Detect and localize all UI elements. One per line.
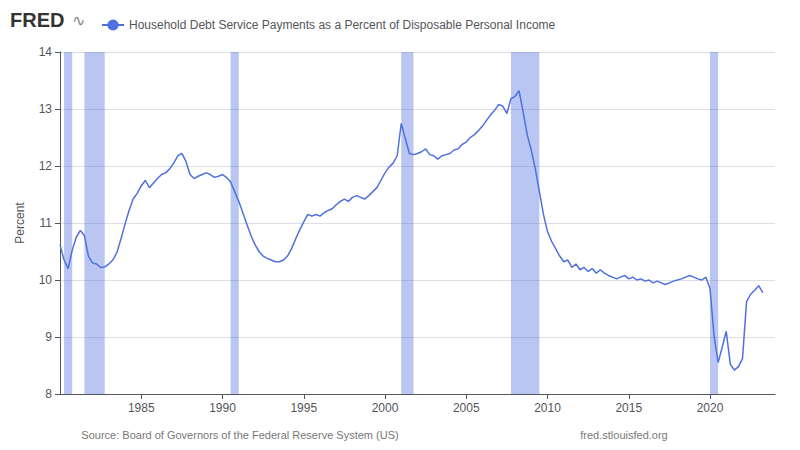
svg-text:Household Debt Service Payment: Household Debt Service Payments as a Per… [129,18,556,32]
svg-text:12: 12 [39,159,53,173]
svg-text:1995: 1995 [290,401,317,415]
svg-text:10: 10 [39,273,53,287]
svg-text:11: 11 [40,216,53,230]
svg-text:2015: 2015 [615,401,642,415]
svg-text:Percent: Percent [13,202,27,244]
svg-text:Source: Board of Governors of: Source: Board of Governors of the Federa… [81,429,398,441]
svg-text:2020: 2020 [697,401,724,415]
svg-text:2010: 2010 [534,401,561,415]
svg-text:14: 14 [39,45,53,59]
svg-text:2005: 2005 [453,401,480,415]
svg-text:9: 9 [45,330,52,344]
svg-text:8: 8 [45,387,52,401]
svg-text:fred.stlouisfed.org: fred.stlouisfed.org [580,429,667,441]
svg-text:1990: 1990 [209,401,236,415]
svg-text:∿: ∿ [72,11,85,30]
svg-text:1985: 1985 [128,401,155,415]
svg-text:FRED: FRED [10,9,64,31]
svg-text:13: 13 [39,102,53,116]
svg-text:2000: 2000 [372,401,399,415]
